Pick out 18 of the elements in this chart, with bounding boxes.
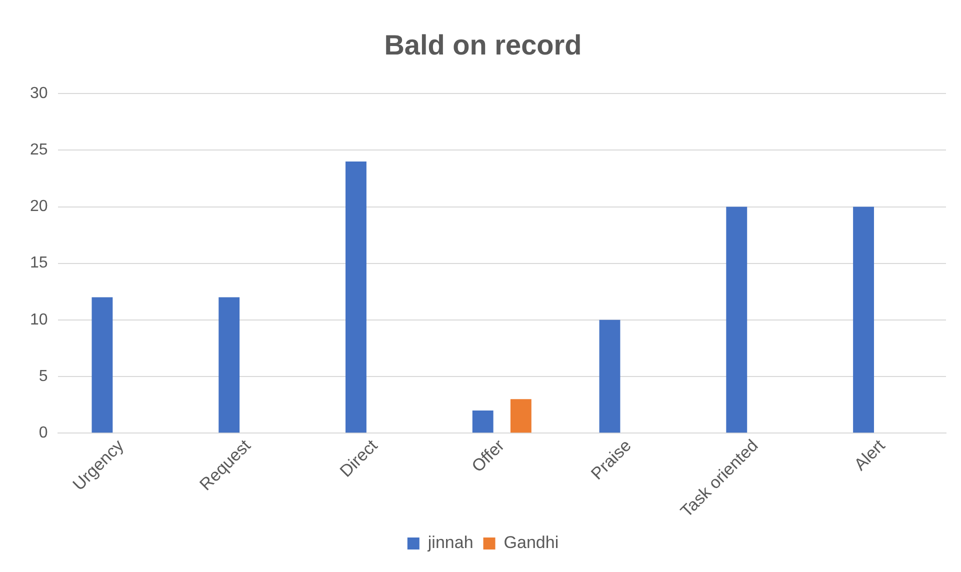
chart-title: Bald on record bbox=[384, 30, 582, 61]
y-tick-label: 25 bbox=[30, 142, 48, 159]
bar bbox=[853, 206, 874, 433]
bar bbox=[346, 161, 366, 433]
y-tick-label: 20 bbox=[30, 198, 48, 216]
bar bbox=[472, 410, 494, 433]
legend-label: jinnah bbox=[426, 533, 474, 552]
bar bbox=[726, 206, 748, 433]
y-tick-label: 5 bbox=[38, 368, 48, 385]
bar bbox=[218, 297, 240, 433]
bar bbox=[92, 297, 113, 433]
y-tick-label: 15 bbox=[30, 254, 48, 272]
legend-label: Gandhi bbox=[504, 533, 559, 552]
bar bbox=[510, 399, 532, 433]
y-tick-label: 0 bbox=[38, 424, 48, 442]
bar bbox=[599, 320, 620, 433]
y-tick-label: 30 bbox=[30, 85, 48, 102]
y-tick-label: 10 bbox=[30, 311, 48, 328]
